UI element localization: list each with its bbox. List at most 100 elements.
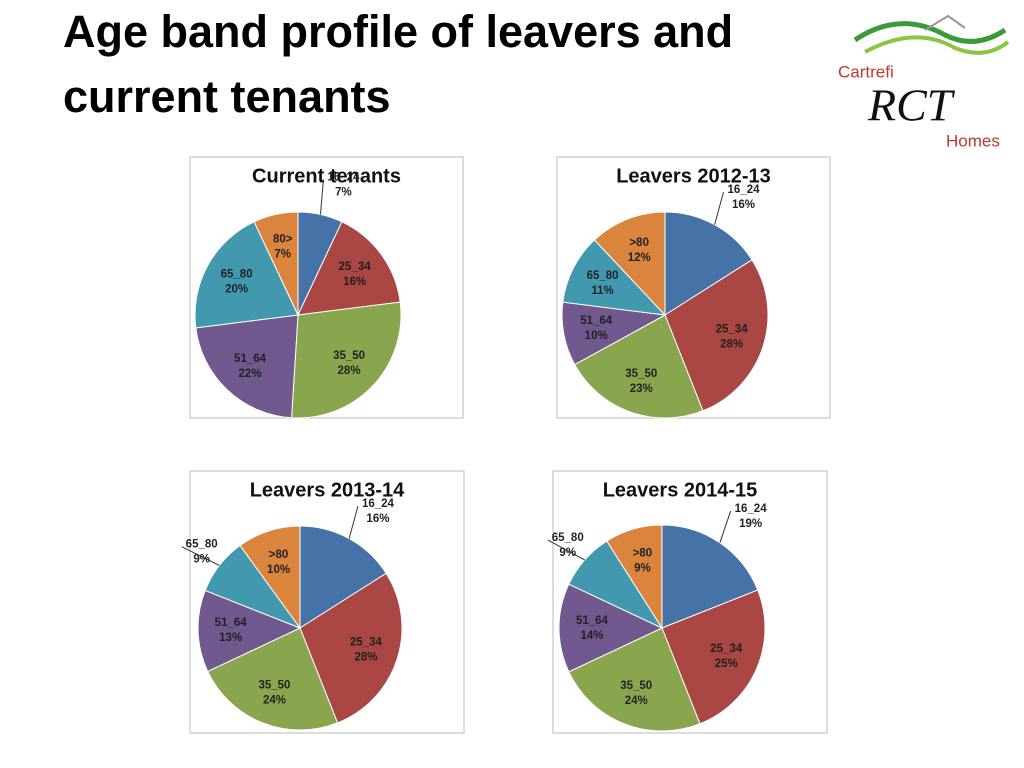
chart-title: Current tenants bbox=[252, 165, 401, 187]
value-label: 24% bbox=[263, 695, 286, 707]
data-label: >80 12% bbox=[628, 237, 651, 264]
value-label: 11% bbox=[591, 285, 613, 297]
data-label: 51_64 10% bbox=[580, 315, 613, 342]
value-label: 13% bbox=[219, 632, 242, 644]
category-label: 35_50 bbox=[258, 680, 290, 692]
slide-title: Age band profile of leavers and bbox=[63, 6, 733, 57]
leader-line bbox=[181, 546, 220, 566]
category-label: 65_80 bbox=[221, 268, 253, 280]
value-label: 7% bbox=[335, 186, 352, 198]
data-label: 51_64 14% bbox=[576, 615, 609, 642]
logo-text: Homes bbox=[946, 131, 1000, 150]
value-label: 14% bbox=[580, 630, 603, 642]
data-label: 35_50 24% bbox=[620, 680, 652, 707]
category-label: 16_24 bbox=[728, 184, 761, 196]
logo-text: RCT bbox=[867, 80, 956, 131]
slide-title: current tenants bbox=[63, 71, 391, 122]
data-label: 65_80 9% bbox=[552, 532, 584, 559]
category-label: 65_80 bbox=[587, 270, 619, 282]
logo-roof bbox=[924, 14, 966, 31]
pie-slice bbox=[562, 239, 667, 316]
value-label: 10% bbox=[585, 330, 608, 342]
pie-slice bbox=[664, 211, 753, 316]
pie-slice bbox=[558, 583, 664, 673]
category-label: 25_34 bbox=[350, 636, 383, 648]
data-label: 35_50 23% bbox=[625, 368, 657, 395]
value-label: 9% bbox=[634, 563, 651, 575]
category-label: 51_64 bbox=[215, 617, 248, 629]
data-label: 80> 7% bbox=[273, 234, 293, 261]
category-label: 51_64 bbox=[234, 353, 267, 365]
value-label: 23% bbox=[630, 383, 653, 395]
data-label: 25_34 25% bbox=[710, 643, 743, 670]
data-label: 65_80 20% bbox=[221, 268, 253, 295]
value-label: 25% bbox=[715, 658, 738, 670]
category-label: 35_50 bbox=[625, 368, 657, 380]
value-label: 12% bbox=[628, 252, 651, 264]
pie-slice bbox=[568, 627, 701, 732]
logo-swoosh bbox=[864, 35, 1010, 55]
logo-swoosh bbox=[853, 21, 1007, 44]
category-label: 65_80 bbox=[552, 532, 584, 544]
leader-line bbox=[719, 510, 732, 543]
category-label: 35_50 bbox=[620, 680, 652, 692]
data-label: 16_24 16% bbox=[728, 184, 761, 211]
value-label: 20% bbox=[225, 283, 248, 295]
value-label: 9% bbox=[559, 547, 576, 559]
data-label: 35_50 24% bbox=[258, 680, 290, 707]
pie-slice bbox=[291, 301, 402, 419]
pie-slice bbox=[194, 221, 299, 329]
slide-title: Age band profile of leavers and current t… bbox=[63, 6, 733, 122]
value-label: 7% bbox=[274, 249, 291, 261]
data-label: 35_50 28% bbox=[333, 350, 365, 377]
category-label: 51_64 bbox=[576, 615, 609, 627]
pie-slice bbox=[574, 314, 704, 419]
chart-title: Leavers 2012-13 bbox=[616, 165, 771, 187]
leader-line bbox=[319, 179, 324, 215]
data-label: 65_80 11% bbox=[587, 270, 619, 297]
value-label: 16% bbox=[732, 199, 755, 211]
data-label: 65_80 9% bbox=[186, 539, 218, 566]
category-label: 80> bbox=[273, 234, 293, 246]
data-label: 25_34 16% bbox=[339, 261, 372, 288]
data-label: 25_34 28% bbox=[716, 324, 749, 351]
category-label: >80 bbox=[629, 237, 649, 249]
logo: Cartrefi RCT Homes bbox=[830, 0, 1024, 162]
pie-slice bbox=[239, 525, 301, 630]
pie-slice bbox=[297, 221, 401, 316]
pie-slice bbox=[207, 627, 339, 731]
pie-slice bbox=[664, 259, 769, 412]
data-label: 51_64 22% bbox=[234, 353, 267, 380]
category-label: 16_24 bbox=[362, 498, 395, 510]
logo-text: Cartrefi bbox=[838, 62, 894, 81]
category-label: 51_64 bbox=[580, 315, 613, 327]
category-label: >80 bbox=[633, 548, 653, 560]
value-label: 9% bbox=[193, 554, 210, 566]
value-label: 28% bbox=[338, 365, 361, 377]
pie-slice bbox=[253, 211, 299, 316]
pie-slice bbox=[197, 589, 302, 673]
chart-title: Leavers 2013-14 bbox=[250, 479, 405, 501]
value-label: 24% bbox=[625, 695, 648, 707]
value-label: 22% bbox=[239, 368, 262, 380]
category-label: 16_24 bbox=[327, 171, 360, 183]
value-label: 19% bbox=[739, 518, 762, 530]
data-label: 51_64 13% bbox=[215, 617, 248, 644]
category-label: 65_80 bbox=[186, 539, 218, 551]
value-label: 16% bbox=[343, 276, 366, 288]
leader-line bbox=[547, 539, 585, 561]
data-label: 16_24 16% bbox=[362, 498, 395, 525]
data-label: 16_24 7% bbox=[327, 171, 360, 198]
data-label: >80 10% bbox=[267, 549, 290, 576]
pie-slice bbox=[593, 211, 666, 317]
category-label: 25_34 bbox=[710, 643, 743, 655]
data-label: >80 9% bbox=[633, 548, 653, 575]
category-label: 16_24 bbox=[735, 503, 768, 515]
pie-slice bbox=[661, 524, 759, 629]
category-label: >80 bbox=[269, 549, 289, 561]
value-label: 16% bbox=[366, 513, 389, 525]
category-label: 35_50 bbox=[333, 350, 365, 362]
value-label: 28% bbox=[720, 339, 743, 351]
pie-slice bbox=[299, 572, 403, 724]
